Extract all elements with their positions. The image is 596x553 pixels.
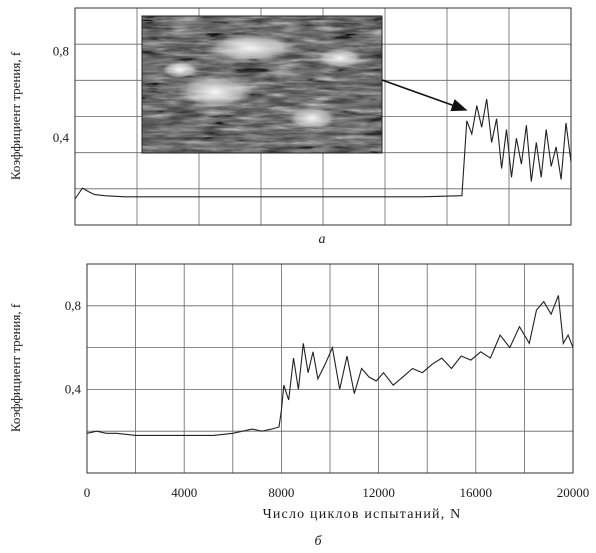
y-tick-label-b: 0,4 [65, 381, 82, 396]
y-tick-label-b: 0,8 [65, 298, 81, 313]
series-line-b [86, 295, 574, 436]
plot-frame-a [74, 7, 572, 226]
inset-arrow [381, 79, 468, 112]
x-tick-label-b: 16000 [460, 485, 493, 500]
x-tick-label-b: 20000 [557, 485, 590, 500]
y-axis-label-b: Коэффициент трения, f [8, 303, 23, 432]
grid-b [87, 264, 573, 473]
y-ticks-b: 0,4 0,8 [65, 298, 82, 397]
chart-panel-a: 0,4 0,8 Коэффициент трения, f а [8, 7, 572, 247]
x-tick-label-b: 8000 [268, 485, 294, 500]
x-tick-label-b: 4000 [171, 485, 197, 500]
x-axis-label-b: Число циклов испытаний, N [263, 507, 462, 522]
panel-label-b: б [314, 534, 322, 549]
sem-inset-image [141, 15, 383, 154]
panel-label-a: а [319, 232, 326, 247]
y-tick-label-a: 0,4 [53, 130, 70, 145]
x-ticks-b: 0 4000 8000 12000 16000 20000 [84, 485, 590, 500]
y-ticks-a: 0,4 0,8 [53, 43, 70, 145]
y-axis-label-a: Коэффициент трения, f [8, 51, 23, 180]
x-tick-label-b: 0 [84, 485, 91, 500]
series-line-a [74, 99, 572, 200]
chart-panel-b: 0,4 0,8 0 4000 8000 12000 16000 20000 Коэффици… [8, 263, 590, 549]
plot-frame-b [86, 263, 574, 474]
y-tick-label-a: 0,8 [53, 43, 69, 58]
x-tick-label-b: 12000 [362, 485, 395, 500]
